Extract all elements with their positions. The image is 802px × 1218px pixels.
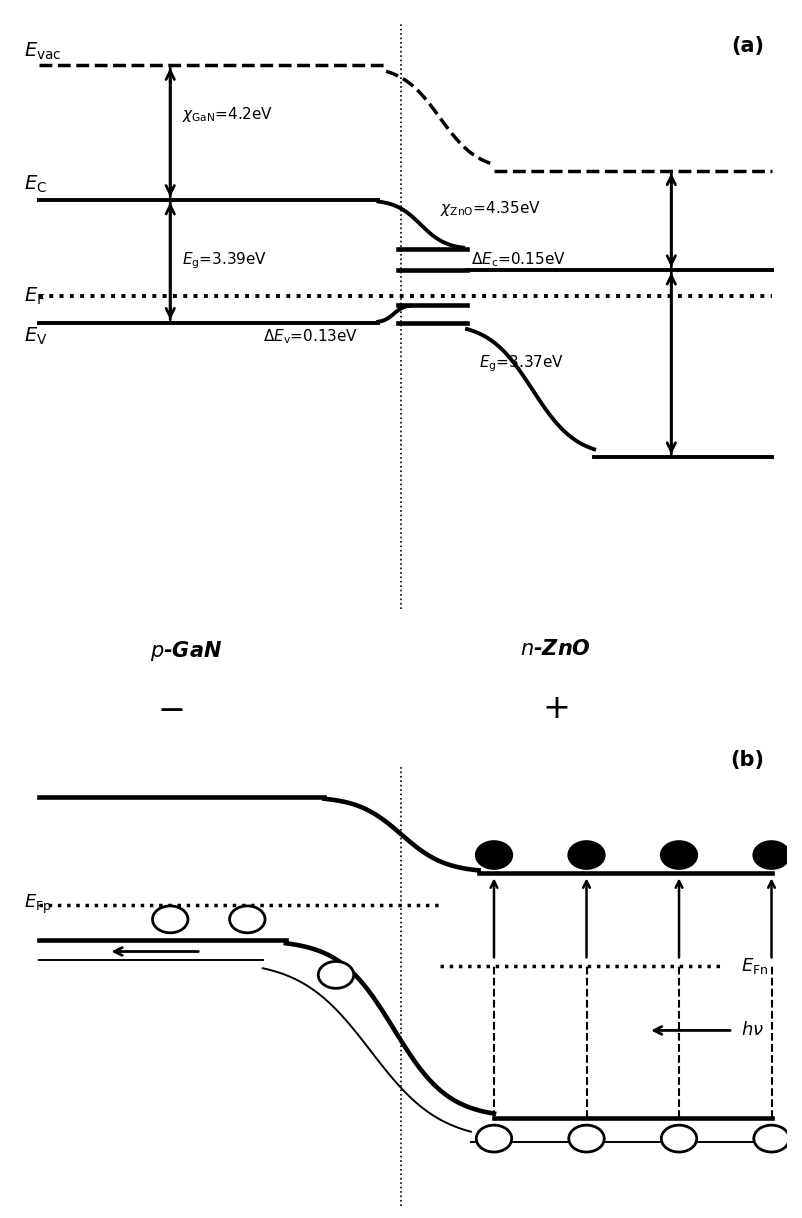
Circle shape — [661, 842, 696, 868]
Text: $E_{\mathrm{V}}$: $E_{\mathrm{V}}$ — [24, 325, 47, 347]
Text: $\chi_{\mathrm{ZnO}}$=4.35eV: $\chi_{\mathrm{ZnO}}$=4.35eV — [439, 199, 541, 218]
Circle shape — [229, 906, 265, 933]
Text: $h\nu$: $h\nu$ — [739, 1022, 763, 1039]
Text: $p$-GaN: $p$-GaN — [149, 638, 221, 663]
Circle shape — [661, 1125, 696, 1152]
Text: $\Delta E_{\mathrm{v}}$=0.13eV: $\Delta E_{\mathrm{v}}$=0.13eV — [262, 328, 358, 346]
Text: $E_{\mathrm{F}}$: $E_{\mathrm{F}}$ — [24, 285, 45, 307]
Circle shape — [753, 1125, 788, 1152]
Text: $E_{\mathrm{C}}$: $E_{\mathrm{C}}$ — [24, 174, 47, 195]
Text: $n$-ZnO: $n$-ZnO — [520, 638, 590, 659]
Text: $E_{\mathrm{g}}$=3.37eV: $E_{\mathrm{g}}$=3.37eV — [478, 353, 563, 374]
Circle shape — [152, 906, 188, 933]
Circle shape — [476, 1125, 511, 1152]
Circle shape — [318, 961, 353, 988]
Text: $\chi_{\mathrm{GaN}}$=4.2eV: $\chi_{\mathrm{GaN}}$=4.2eV — [181, 106, 272, 124]
Text: (a): (a) — [730, 37, 763, 56]
Text: (b): (b) — [729, 750, 763, 770]
Circle shape — [753, 842, 788, 868]
Text: $+$: $+$ — [542, 692, 568, 726]
Circle shape — [476, 842, 511, 868]
Text: $E_{\mathrm{Fp}}$: $E_{\mathrm{Fp}}$ — [24, 893, 51, 916]
Text: $E_{\mathrm{vac}}$: $E_{\mathrm{vac}}$ — [24, 41, 61, 62]
Text: $-$: $-$ — [157, 692, 183, 726]
Text: $\Delta E_{\mathrm{c}}$=0.15eV: $\Delta E_{\mathrm{c}}$=0.15eV — [470, 251, 565, 269]
Text: $E_{\mathrm{Fn}}$: $E_{\mathrm{Fn}}$ — [739, 956, 768, 976]
Circle shape — [568, 842, 603, 868]
Circle shape — [568, 1125, 603, 1152]
Text: $E_{\mathrm{g}}$=3.39eV: $E_{\mathrm{g}}$=3.39eV — [181, 251, 267, 272]
